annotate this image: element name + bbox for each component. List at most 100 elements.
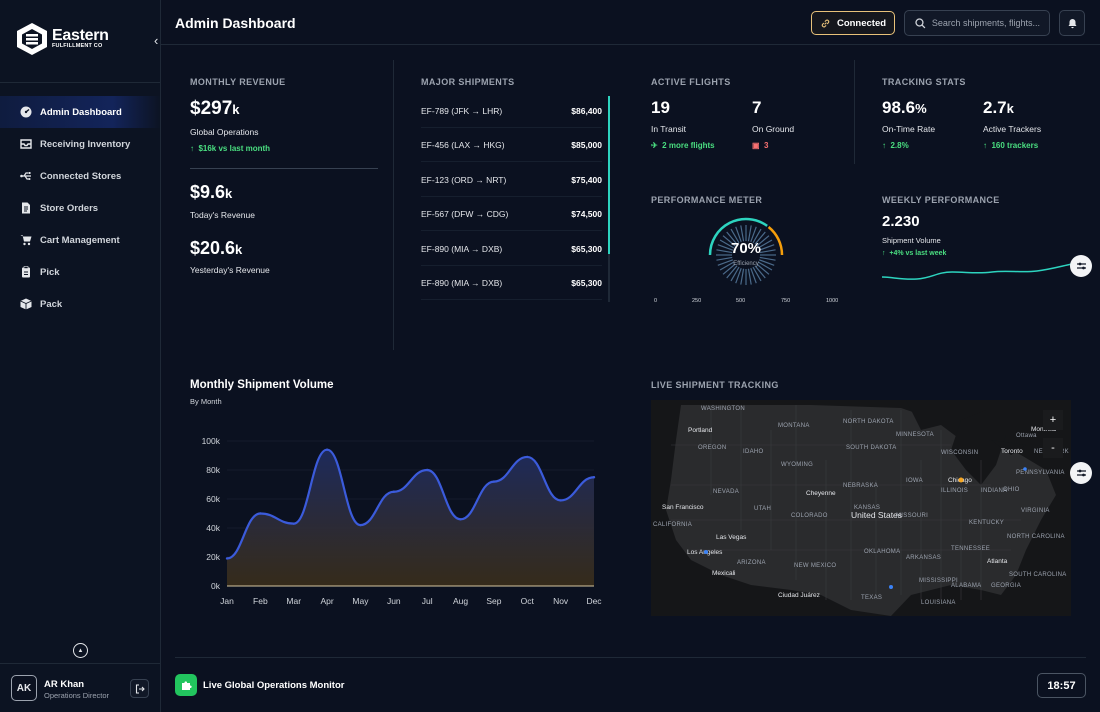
map-region-label: IDAHO	[743, 449, 764, 455]
sidebar-nav: Admin Dashboard Receiving Inventory Conn…	[0, 96, 161, 320]
data-point[interactable]	[459, 518, 462, 521]
sidebar-item-label: Store Orders	[40, 202, 99, 214]
notifications-button[interactable]	[1059, 10, 1085, 36]
collapse-sidebar-chevron-left-icon[interactable]: ‹	[154, 33, 159, 48]
yesterday-revenue-value: $20.6k	[190, 238, 242, 259]
link-icon	[821, 19, 830, 27]
shipments-scrollbar-thumb[interactable]	[608, 96, 610, 254]
shipment-row[interactable]: EF-890 (MIA → DXB) $65,300	[421, 266, 602, 300]
ontime-number: 98.6	[882, 98, 916, 117]
shipment-row[interactable]: EF-789 (JFK → LHR) $86,400	[421, 94, 602, 128]
map-marker[interactable]	[704, 550, 708, 554]
on-ground-value: 7	[752, 98, 762, 117]
dashboard-icon	[20, 106, 32, 118]
sidebar-item-label: Pack	[40, 298, 63, 310]
map-region-label: GEORGIA	[991, 583, 1022, 589]
sidebar-item-admin-dashboard[interactable]: Admin Dashboard	[0, 96, 161, 128]
data-point[interactable]	[559, 499, 562, 502]
sidebar-item-pack[interactable]: Pack	[0, 288, 161, 320]
data-point[interactable]	[292, 522, 295, 525]
map-region-label: NEVADA	[713, 489, 740, 495]
yesterday-amount: $20.6	[190, 238, 236, 258]
sidebar-item-pick[interactable]: Pick	[0, 256, 161, 288]
x-tick-label: Jun	[387, 596, 401, 606]
map-settings-float-button[interactable]	[1070, 462, 1092, 484]
data-point[interactable]	[592, 476, 596, 479]
search-icon	[915, 17, 926, 28]
map-region-label: SOUTH CAROLINA	[1009, 572, 1067, 578]
gauge-ray	[747, 268, 752, 285]
shipment-row[interactable]: EF-123 (ORD → NRT) $75,400	[421, 163, 602, 197]
data-point[interactable]	[359, 523, 362, 527]
trackers-unit: k	[1006, 101, 1014, 116]
map-city-label: Ciudad Juárez	[778, 592, 820, 599]
map-region-label: SOUTH DAKOTA	[846, 445, 897, 451]
shipments-scrollbar-track[interactable]	[608, 254, 610, 302]
sidebar-item-connected-stores[interactable]: Connected Stores	[0, 160, 161, 192]
map-marker[interactable]	[1023, 467, 1027, 471]
top-header: Admin Dashboard Connected	[161, 0, 1100, 45]
chevron-up-icon[interactable]: ▲	[73, 643, 88, 658]
gauge-ray	[716, 249, 733, 254]
settings-float-button[interactable]	[1070, 255, 1092, 277]
box-icon	[20, 298, 32, 310]
sidebar-item-label: Pick	[40, 266, 60, 278]
weekly-note-text: +4% vs last week	[889, 250, 947, 257]
map-region-label: TEXAS	[861, 595, 883, 601]
monthly-revenue-label: MONTHLY REVENUE	[190, 77, 286, 87]
shipment-row[interactable]: EF-890 (MIA → DXB) $65,300	[421, 232, 602, 266]
revenue-change-text: $16k vs last month	[198, 144, 271, 153]
gauge-ray	[759, 256, 776, 261]
sliders-icon	[1076, 469, 1086, 476]
in-transit-note: ✈ 2 more flights	[651, 141, 715, 150]
map-region-label: ARIZONA	[737, 560, 766, 566]
map-marker[interactable]	[958, 477, 964, 483]
brand-name: Eastern	[52, 27, 109, 45]
search-box[interactable]	[904, 10, 1050, 36]
gauge-tick-label: 1000	[826, 298, 839, 304]
map-country-label: United States	[851, 510, 903, 520]
sidebar-item-cart-management[interactable]: Cart Management	[0, 224, 161, 256]
gauge-ray	[719, 239, 735, 249]
map-marker[interactable]	[889, 585, 893, 589]
puzzle-icon	[182, 681, 192, 690]
map-region-label: IOWA	[906, 478, 923, 484]
data-point[interactable]	[492, 480, 496, 483]
map-background	[651, 400, 1071, 616]
today-unit: k	[225, 186, 233, 201]
gauge-ray	[758, 259, 775, 266]
gauge-ray	[758, 244, 775, 251]
shipment-id: EF-456 (LAX → HKG)	[421, 139, 505, 150]
avatar[interactable]: AK	[11, 675, 37, 701]
monitor-icon	[175, 674, 197, 696]
gauge-remaining-arc	[767, 225, 784, 256]
brand-logo[interactable]: Eastern FULFILLMENT CO	[16, 22, 109, 56]
clipboard-icon	[22, 266, 30, 278]
logout-button[interactable]	[130, 679, 149, 698]
on-ground-caption: On Ground	[752, 124, 795, 134]
data-point[interactable]	[259, 512, 262, 515]
data-point[interactable]	[325, 448, 329, 451]
map-region-label: NEBRASKA	[843, 483, 879, 489]
shipment-id: EF-789 (JFK → LHR)	[421, 105, 503, 116]
zoom-out-button[interactable]: -	[1043, 438, 1063, 458]
shipment-row[interactable]: EF-567 (DFW → CDG) $74,500	[421, 197, 602, 231]
sidebar-item-receiving-inventory[interactable]: Receiving Inventory	[0, 128, 161, 160]
map-city-label: Portland	[688, 427, 713, 434]
search-input[interactable]	[931, 18, 1049, 28]
data-point[interactable]	[225, 557, 229, 560]
x-tick-label: Feb	[253, 596, 268, 606]
zoom-in-button[interactable]: +	[1043, 410, 1063, 430]
gauge-ray	[740, 268, 745, 285]
data-point[interactable]	[526, 455, 529, 459]
gauge-ray	[757, 261, 773, 271]
connected-button[interactable]: Connected	[811, 11, 895, 35]
plane-icon: ✈	[651, 141, 658, 150]
data-point[interactable]	[392, 490, 396, 493]
data-point[interactable]	[425, 468, 429, 472]
weekly-performance-label: WEEKLY PERFORMANCE	[882, 195, 1000, 205]
shipment-row[interactable]: EF-456 (LAX → HKG) $85,000	[421, 128, 602, 162]
sidebar-item-store-orders[interactable]: Store Orders	[0, 192, 161, 224]
monthly-volume-chart: 0k 20k 40k 60k 80k 100k Jan Feb Mar Apr May Jun Jul A…	[202, 436, 603, 606]
shipment-map[interactable]: WASHINGTON MONTANA NORTH DAKOTA MINNESOT…	[651, 400, 1071, 616]
